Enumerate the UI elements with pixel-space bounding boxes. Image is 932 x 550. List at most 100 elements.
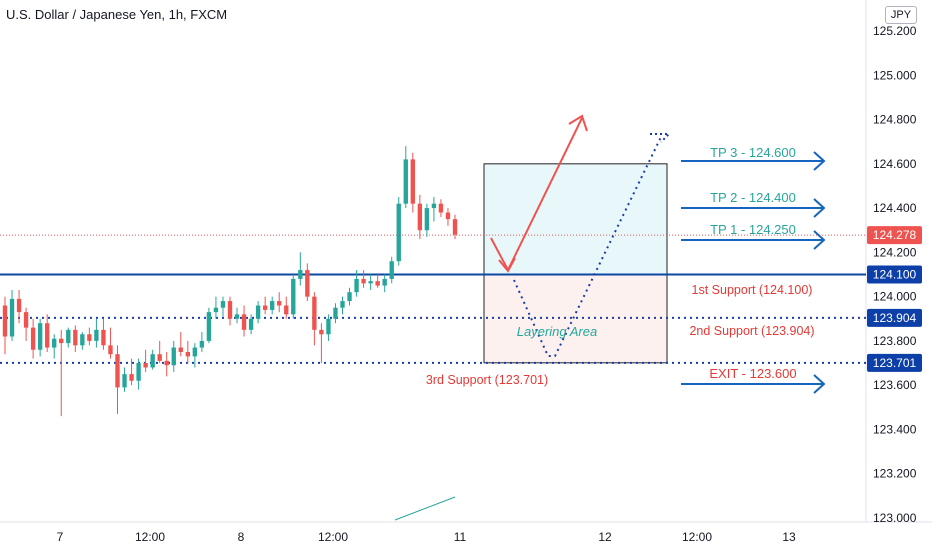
time-tick-label: 13: [782, 530, 796, 544]
candle-body: [37, 323, 43, 350]
support-badge-3-bg: [867, 353, 922, 372]
price-tick-label: 125.000: [873, 68, 917, 82]
current-price-badge-bg: [867, 226, 922, 245]
candle-body: [199, 340, 205, 348]
candle-body: [347, 292, 352, 302]
candle-body: [136, 363, 141, 381]
candle-body: [73, 329, 78, 346]
candle-body: [80, 334, 85, 346]
time-tick-label: 12:00: [682, 530, 712, 544]
indicator-line: [394, 496, 456, 521]
candle-body: [284, 305, 289, 315]
annotations-layer: TP 3 - 124.600 TP 2 - 124.400 TP 1 - 124…: [426, 145, 815, 387]
price-tick-label: 124.000: [873, 290, 917, 304]
candle-body: [291, 278, 296, 315]
candle-body: [403, 159, 408, 204]
price-tick-label: 123.200: [873, 467, 917, 481]
price-tick-label: 123.600: [873, 378, 917, 392]
tp2-label: TP 2 - 124.400: [710, 190, 796, 205]
levels-layer: [0, 234, 866, 364]
candle-body: [87, 334, 92, 341]
candle-body: [9, 298, 15, 337]
support3-label: 3rd Support (123.701): [426, 373, 548, 387]
candle-body: [45, 323, 50, 348]
candle-body: [185, 351, 190, 357]
candle-body: [2, 305, 8, 337]
time-tick-label: 12:00: [135, 530, 165, 544]
support-badge-2-bg: [867, 308, 922, 327]
candles-layer: [2, 146, 458, 417]
current-price-badge: 124.278: [873, 228, 917, 242]
candle-body: [66, 329, 71, 344]
candle-body: [101, 329, 106, 346]
candle-body: [192, 347, 198, 357]
candle-body: [452, 219, 458, 235]
candle-body: [206, 312, 212, 341]
candle-body: [270, 301, 275, 310]
candle-body: [431, 203, 437, 209]
chart-title: U.S. Dollar / Japanese Yen, 1h, FXCM: [6, 7, 228, 22]
price-tick-label: 124.400: [873, 201, 917, 215]
price-tick-label: 123.000: [873, 511, 917, 525]
blue-dotted-arrowhead: [650, 133, 672, 143]
candle-body: [16, 298, 22, 313]
layering-area-label: Layering Area: [517, 324, 597, 339]
price-axis[interactable]: 125.200 125.000 124.800 124.600 124.400 124.2…: [873, 24, 917, 525]
blue-dotted-projection: [513, 136, 662, 357]
price-tick-label: 124.800: [873, 113, 917, 127]
support-badge-2: 123.904: [873, 311, 917, 325]
candle-body: [382, 278, 387, 286]
drawings-layer: [490, 114, 826, 394]
exit-label: EXIT - 123.600: [709, 366, 796, 381]
tp2-arrow: [681, 198, 826, 218]
candle-body: [157, 354, 162, 361]
support2-label: 2nd Support (123.904): [689, 324, 814, 338]
tp1-label: TP 1 - 124.250: [710, 222, 796, 237]
candle-body: [298, 270, 303, 279]
tp3-arrow: [681, 151, 826, 171]
candle-body: [23, 312, 29, 328]
candle-body: [59, 338, 64, 344]
candle-body: [171, 347, 176, 366]
candle-body: [277, 301, 282, 306]
support-badge-3: 123.701: [873, 356, 917, 370]
candle-body: [94, 329, 99, 341]
candle-body: [143, 363, 148, 368]
price-tick-label: 124.600: [873, 157, 917, 171]
exit-arrow: [681, 374, 826, 394]
red-arrowhead-bottom: [498, 257, 516, 273]
candle-body: [122, 374, 127, 388]
candle-body: [241, 314, 247, 330]
price-badges: 124.278 124.100 123.904 123.701: [867, 226, 922, 372]
candle-body: [326, 318, 331, 335]
candle-body: [417, 203, 423, 231]
currency-badge[interactable]: JPY: [885, 6, 917, 24]
candle-body: [30, 327, 36, 350]
candle-body: [354, 278, 359, 293]
candle-body: [319, 329, 324, 335]
time-tick-label: 11: [454, 530, 467, 544]
candle-body: [178, 347, 183, 352]
candle-body: [262, 305, 268, 310]
red-arrowhead-top: [568, 114, 588, 132]
target-zone-box: [483, 163, 668, 275]
candle-body: [424, 208, 430, 231]
candle-body: [361, 278, 366, 284]
time-axis[interactable]: 7 12:00 8 12:00 11 12 12:00 13: [57, 530, 796, 544]
tp3-label: TP 3 - 124.600: [710, 145, 796, 160]
price-tick-label: 124.200: [873, 245, 917, 259]
candle-body: [312, 296, 317, 330]
candle-body: [375, 281, 380, 286]
support1-label: 1st Support (124.100): [692, 283, 813, 297]
candle-body: [445, 212, 451, 220]
price-tick-label: 123.400: [873, 422, 917, 436]
candle-body: [340, 301, 345, 308]
candle-body: [115, 354, 120, 388]
price-tick-label: 123.800: [873, 334, 917, 348]
support-badge-1: 124.100: [873, 268, 917, 282]
candle-body: [305, 270, 310, 297]
time-tick-label: 12:00: [318, 530, 348, 544]
tp1-arrow: [681, 230, 826, 250]
